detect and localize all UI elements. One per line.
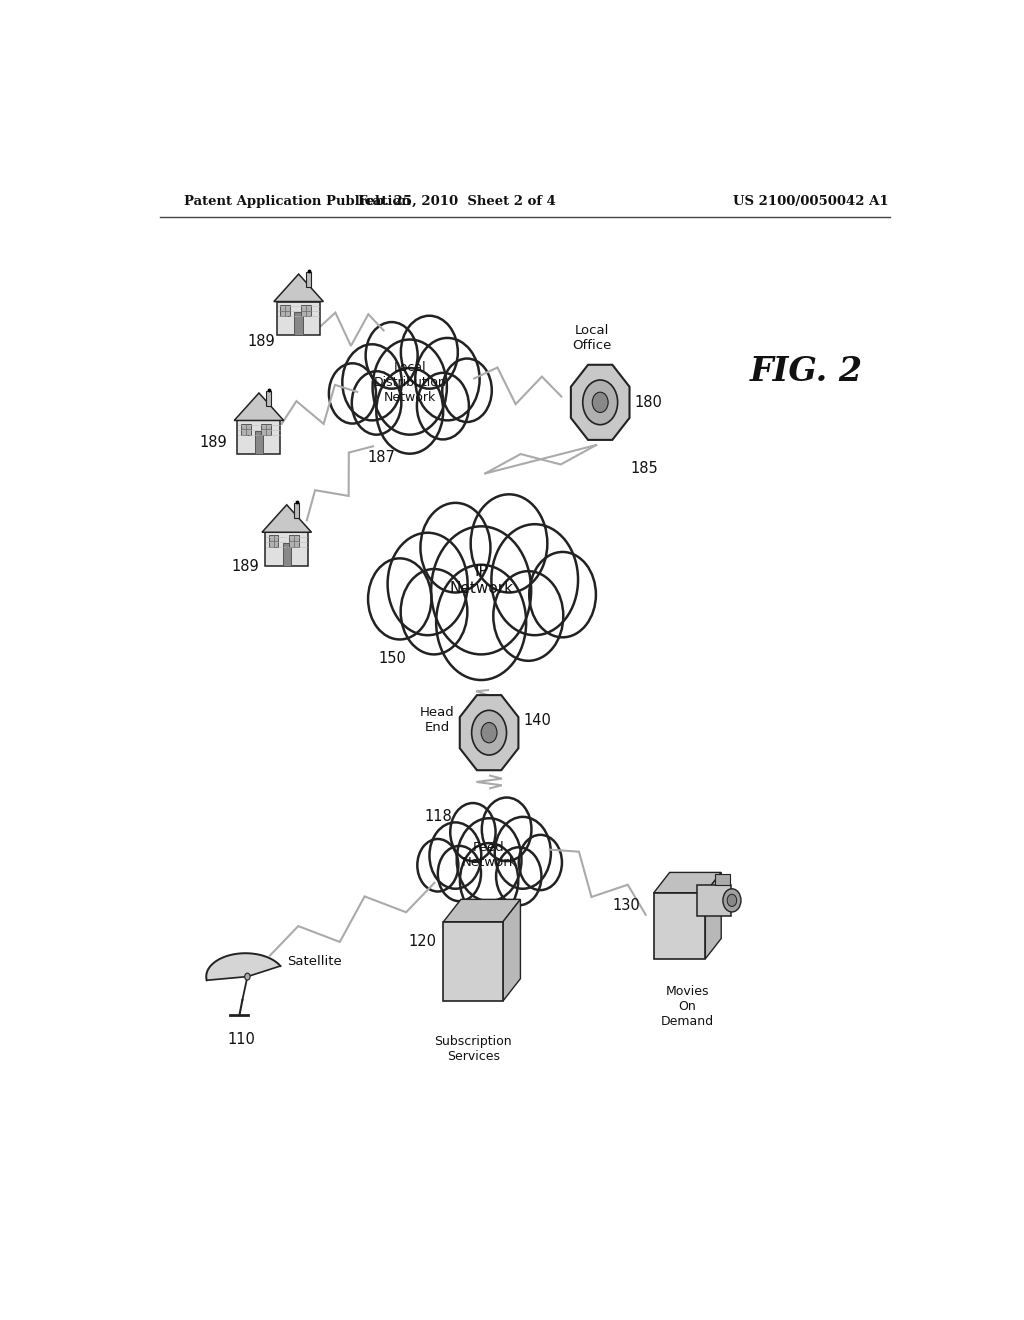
Polygon shape	[234, 393, 284, 421]
Circle shape	[723, 888, 741, 912]
Text: 189: 189	[231, 560, 259, 574]
Text: US 2100/0050042 A1: US 2100/0050042 A1	[733, 194, 888, 207]
Polygon shape	[265, 532, 308, 565]
Text: IP
Network: IP Network	[450, 564, 513, 597]
Polygon shape	[443, 899, 520, 921]
Polygon shape	[273, 275, 324, 301]
Text: 118: 118	[424, 809, 452, 824]
Text: 120: 120	[409, 933, 436, 949]
Circle shape	[245, 973, 250, 979]
Polygon shape	[283, 543, 291, 565]
Text: Feb. 25, 2010  Sheet 2 of 4: Feb. 25, 2010 Sheet 2 of 4	[358, 194, 556, 207]
Polygon shape	[570, 364, 630, 440]
Polygon shape	[266, 392, 271, 407]
Polygon shape	[255, 432, 263, 454]
Polygon shape	[261, 424, 271, 436]
Polygon shape	[241, 424, 251, 436]
Polygon shape	[262, 504, 311, 532]
Text: Satellite: Satellite	[287, 954, 341, 968]
Circle shape	[592, 392, 608, 412]
Circle shape	[727, 894, 736, 907]
Polygon shape	[289, 536, 299, 546]
Polygon shape	[697, 886, 731, 916]
Polygon shape	[653, 873, 721, 892]
Polygon shape	[278, 301, 321, 335]
Polygon shape	[306, 272, 311, 288]
Text: FIG. 2: FIG. 2	[750, 355, 863, 388]
Polygon shape	[206, 953, 281, 981]
Polygon shape	[301, 305, 311, 317]
Polygon shape	[653, 892, 706, 958]
Text: 189: 189	[200, 436, 227, 450]
Circle shape	[481, 722, 497, 743]
Polygon shape	[294, 503, 299, 517]
Text: 140: 140	[523, 713, 551, 727]
Text: Feed
Network: Feed Network	[462, 841, 517, 869]
Text: Head
End: Head End	[420, 706, 455, 734]
Text: 130: 130	[612, 898, 640, 913]
Polygon shape	[715, 874, 729, 886]
Text: Subscription
Services: Subscription Services	[434, 1035, 512, 1063]
Text: 180: 180	[634, 395, 663, 409]
Polygon shape	[238, 421, 281, 454]
Polygon shape	[460, 696, 518, 771]
Text: Movies
On
Demand: Movies On Demand	[660, 985, 714, 1028]
Text: Patent Application Publication: Patent Application Publication	[183, 194, 411, 207]
Text: Local
Office: Local Office	[572, 325, 612, 352]
Polygon shape	[443, 921, 503, 1001]
Text: 187: 187	[368, 450, 395, 465]
Text: 110: 110	[227, 1032, 255, 1047]
Text: 189: 189	[247, 334, 274, 348]
Polygon shape	[706, 873, 721, 958]
Circle shape	[472, 710, 507, 755]
Polygon shape	[503, 899, 520, 1001]
Text: 150: 150	[378, 651, 406, 667]
Polygon shape	[268, 536, 279, 546]
Text: Local
Distribution
Network: Local Distribution Network	[374, 360, 446, 404]
Polygon shape	[295, 312, 303, 335]
Text: 185: 185	[631, 461, 658, 477]
Polygon shape	[281, 305, 291, 317]
Circle shape	[583, 380, 617, 425]
